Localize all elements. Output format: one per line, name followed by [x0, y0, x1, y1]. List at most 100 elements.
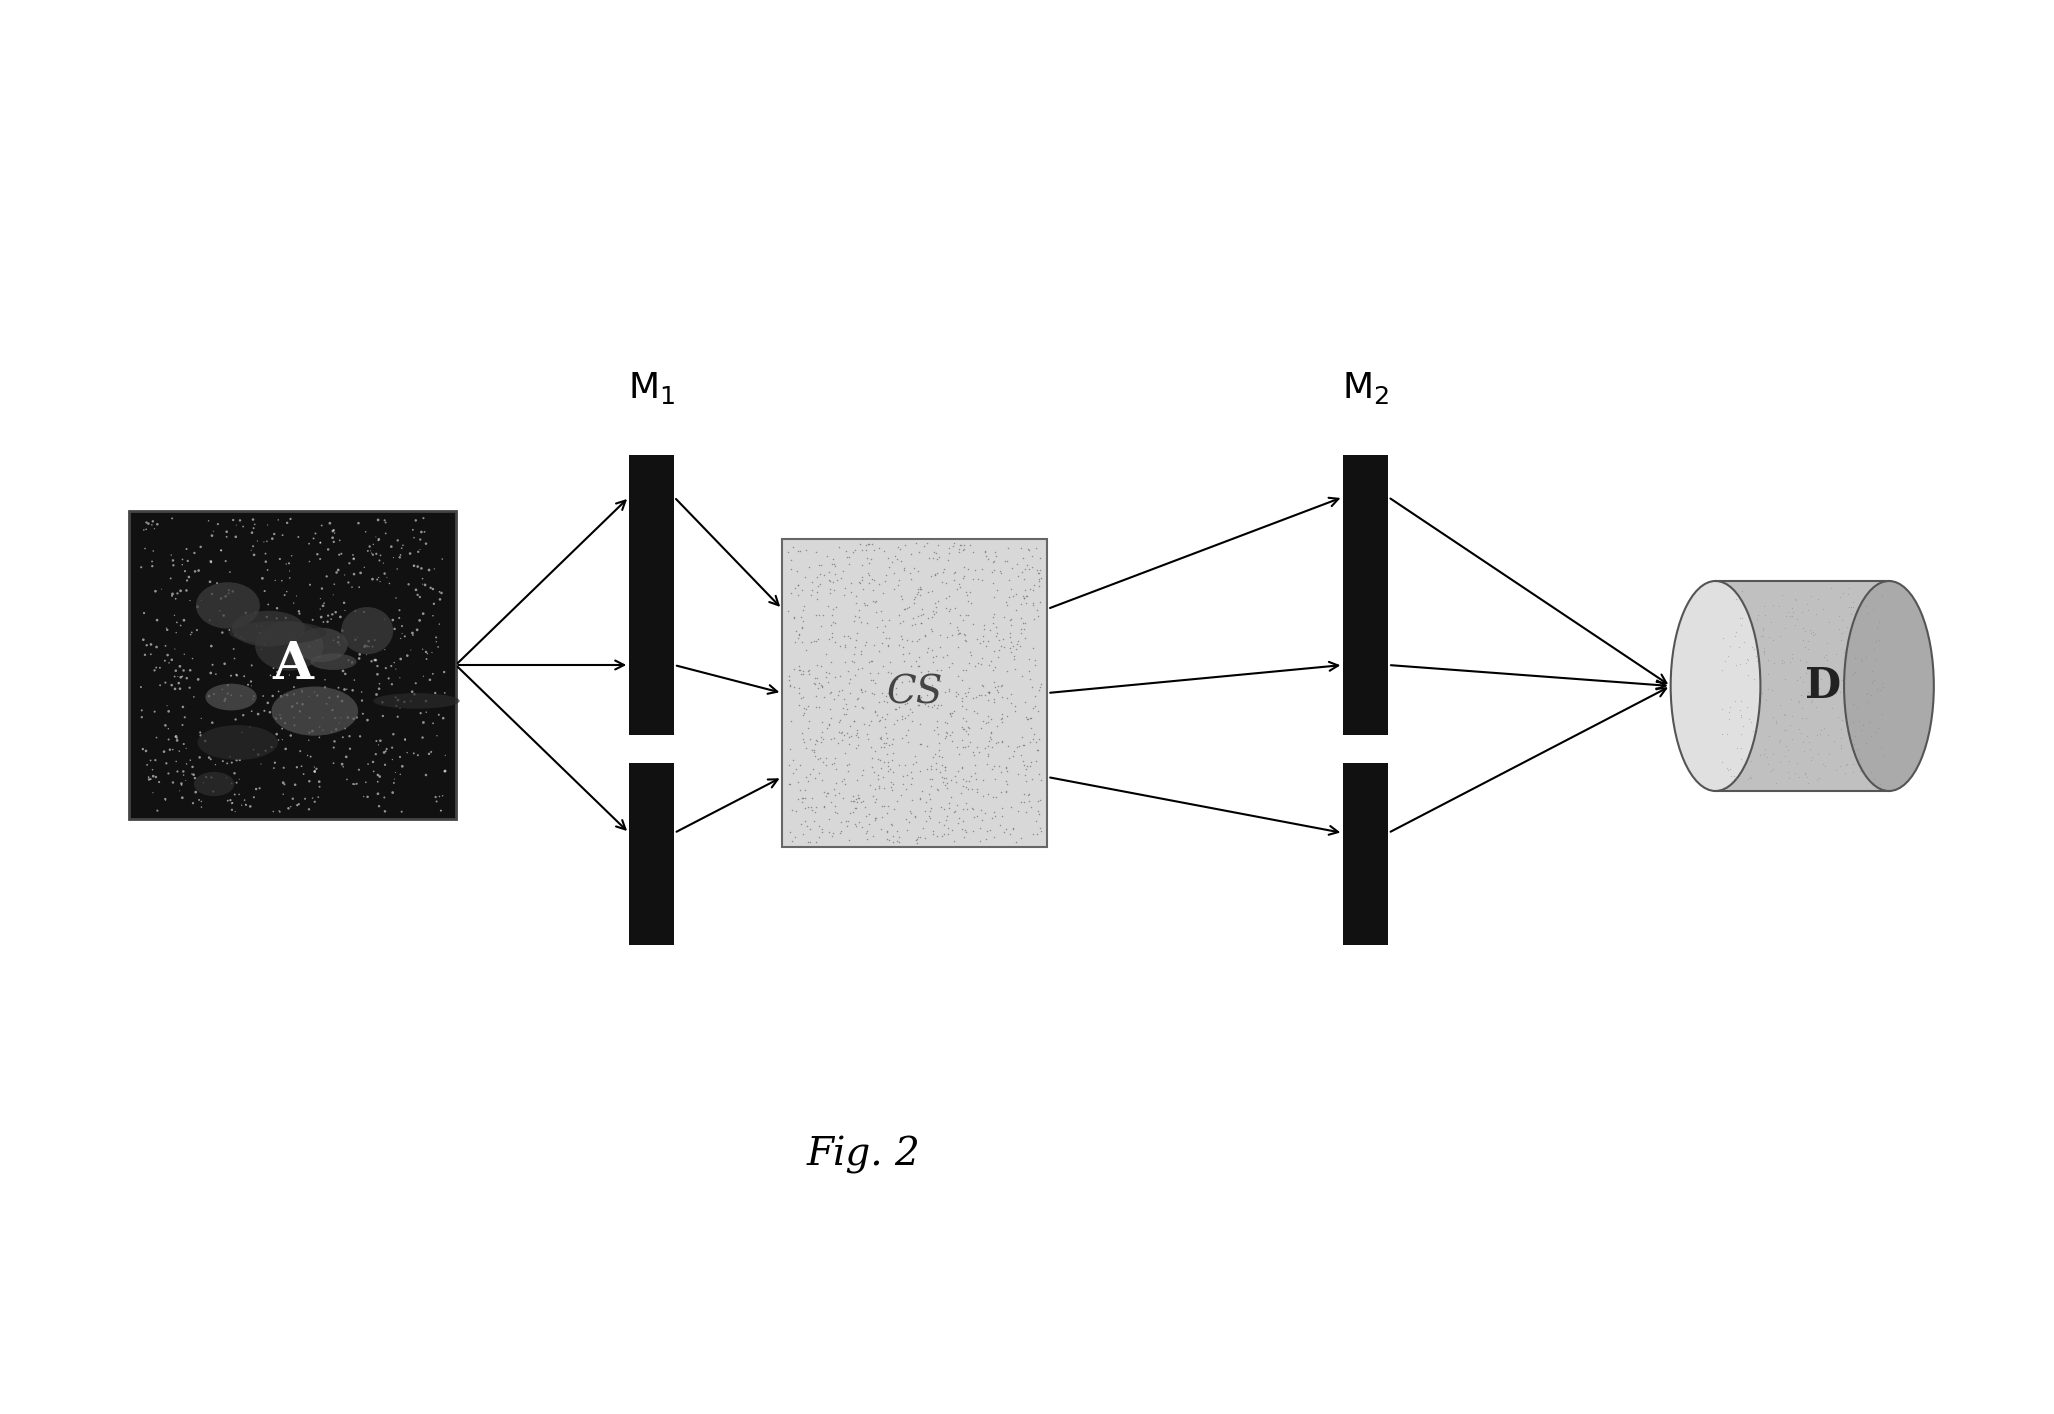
Point: [129, 537, 162, 560]
Point: [840, 790, 873, 813]
Point: [265, 728, 298, 751]
Point: [269, 683, 302, 706]
Bar: [1343, 764, 1389, 945]
Point: [425, 581, 458, 604]
Point: [269, 607, 302, 629]
Point: [846, 696, 879, 718]
Point: [922, 590, 955, 612]
Point: [1023, 559, 1056, 581]
Point: [218, 648, 251, 670]
Point: [411, 648, 444, 670]
Point: [830, 703, 863, 725]
Point: [1826, 708, 1859, 731]
Point: [848, 713, 881, 735]
Point: [838, 710, 871, 732]
Point: [873, 795, 906, 817]
Point: [407, 638, 440, 660]
Point: [1715, 765, 1748, 788]
Point: [277, 683, 310, 706]
Point: [1011, 554, 1043, 577]
Point: [183, 721, 216, 744]
Point: [1025, 769, 1058, 792]
Point: [817, 553, 850, 575]
Point: [222, 783, 255, 806]
Point: [785, 790, 817, 813]
Point: [220, 513, 253, 536]
Point: [1021, 604, 1054, 626]
Point: [871, 635, 904, 658]
Point: [785, 631, 817, 653]
Point: [292, 797, 325, 820]
Point: [125, 556, 158, 578]
Point: [930, 597, 963, 619]
Point: [357, 649, 390, 672]
Point: [129, 512, 162, 534]
Point: [879, 677, 912, 700]
Point: [801, 653, 834, 676]
Point: [813, 581, 846, 604]
Point: [380, 761, 413, 783]
Point: [1816, 697, 1849, 720]
Point: [1013, 790, 1045, 813]
Point: [926, 646, 959, 669]
Point: [210, 585, 242, 608]
Point: [156, 554, 189, 577]
Point: [257, 756, 290, 779]
Point: [160, 751, 193, 773]
Point: [150, 752, 183, 775]
Point: [799, 696, 832, 718]
Point: [1017, 594, 1050, 617]
Point: [1000, 583, 1033, 605]
Point: [967, 625, 1000, 648]
Point: [304, 587, 337, 609]
Point: [277, 706, 310, 728]
Point: [920, 758, 953, 781]
Point: [859, 788, 891, 810]
Point: [943, 537, 976, 560]
Point: [142, 799, 175, 822]
Point: [898, 607, 930, 629]
Point: [364, 677, 396, 700]
Point: [314, 720, 347, 742]
Point: [136, 554, 168, 577]
Point: [933, 585, 965, 608]
Point: [998, 740, 1031, 762]
Point: [807, 728, 840, 751]
Point: [220, 624, 253, 646]
Point: [840, 797, 873, 820]
Point: [1748, 604, 1781, 626]
Point: [1789, 636, 1822, 659]
Point: [854, 710, 887, 732]
Point: [799, 604, 832, 626]
Point: [912, 638, 945, 660]
Point: [815, 547, 848, 570]
Point: [1791, 598, 1824, 621]
Point: [138, 700, 170, 723]
Point: [1820, 643, 1853, 666]
Point: [852, 650, 885, 673]
Point: [990, 550, 1023, 573]
Point: [805, 655, 838, 677]
Point: [1836, 730, 1869, 752]
Point: [170, 737, 203, 759]
Point: [817, 822, 850, 844]
Point: [1707, 626, 1740, 649]
Point: [949, 820, 982, 843]
Point: [162, 779, 195, 802]
Point: [1748, 619, 1781, 642]
Point: [1847, 650, 1879, 673]
Point: [1013, 707, 1045, 730]
Point: [1810, 643, 1842, 666]
Point: [134, 749, 166, 772]
Point: [189, 766, 222, 789]
Point: [1830, 754, 1863, 776]
Point: [195, 551, 228, 574]
Point: [1734, 766, 1766, 789]
Point: [797, 672, 830, 694]
Point: [1793, 619, 1826, 642]
Point: [1838, 724, 1871, 747]
Point: [318, 707, 351, 730]
Point: [803, 563, 836, 585]
Point: [1818, 666, 1851, 689]
Point: [140, 636, 173, 659]
